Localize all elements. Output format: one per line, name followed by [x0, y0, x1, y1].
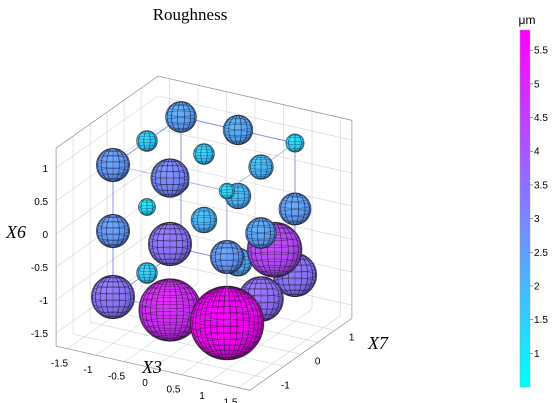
data-point-sphere [95, 213, 131, 249]
colorbar-tick-label: 1 [534, 349, 540, 360]
colorbar-tick-label: 2 [534, 281, 540, 292]
z-tick-label: -1.5 [31, 329, 49, 340]
z-tick-label: -1 [39, 296, 48, 307]
x-tick-label: -1 [84, 365, 93, 376]
y-tick-label: -1 [281, 380, 290, 391]
z-tick-label: -0.5 [31, 263, 49, 274]
colorbar-tick-label: 3 [534, 214, 540, 225]
data-point-sphere [278, 192, 312, 226]
z-tick-label: 0.5 [34, 197, 48, 208]
design-cube-front-edges [112, 142, 296, 324]
colorbar-tick-label: 3.5 [534, 180, 548, 191]
z-tick-label: 1 [43, 164, 49, 175]
colorbar-tick-label: 4.5 [534, 113, 548, 124]
data-point-sphere [136, 262, 158, 284]
data-point-sphere [95, 147, 131, 183]
data-point-sphere [193, 143, 215, 165]
y-axis-label: X7 [367, 333, 389, 353]
chart-title: Roughness [153, 5, 228, 24]
colorbar-tick-label: 2.5 [534, 248, 548, 259]
x-tick-label: 1.5 [224, 398, 238, 403]
colorbar-tick-label: 1.5 [534, 315, 548, 326]
y-tick-label: 1 [349, 332, 355, 343]
data-point-sphere [138, 198, 156, 216]
colorbar-tick-label: 5 [534, 79, 540, 90]
data-point-sphere [136, 130, 158, 152]
x-tick-label: 0.5 [167, 385, 181, 396]
x-tick-label: -0.5 [108, 372, 126, 383]
data-point-sphere [147, 221, 193, 267]
colorbar: μm 1 1.5 2 2.5 3 3.5 4 4.5 5 5.5 [519, 13, 548, 388]
data-point-sphere [190, 206, 218, 234]
data-point-sphere [245, 217, 277, 249]
z-axis-label: X6 [5, 222, 26, 242]
data-point-sphere [150, 158, 190, 198]
y-tick-label: 0 [315, 356, 321, 367]
x-axis-label: X3 [141, 357, 162, 377]
x-tick-label: 0 [142, 378, 148, 389]
colorbar-gradient [519, 29, 531, 388]
colorbar-tick-label: 5.5 [534, 46, 548, 57]
axis-ticks: -1.5 -1 -0.5 0 0.5 1 1.5 -1 0 1 -1.5 -1 -0.5 0 0.5 1 [31, 164, 355, 403]
x-tick-label: -1.5 [51, 359, 69, 370]
x-tick-label: 1 [199, 391, 205, 402]
data-point-sphere [165, 101, 197, 133]
colorbar-unit: μm [519, 13, 536, 27]
z-tick-label: 0 [43, 230, 49, 241]
colorbar-tick-label: 4 [534, 147, 540, 158]
data-point-sphere [222, 114, 254, 146]
spheres [90, 101, 318, 361]
